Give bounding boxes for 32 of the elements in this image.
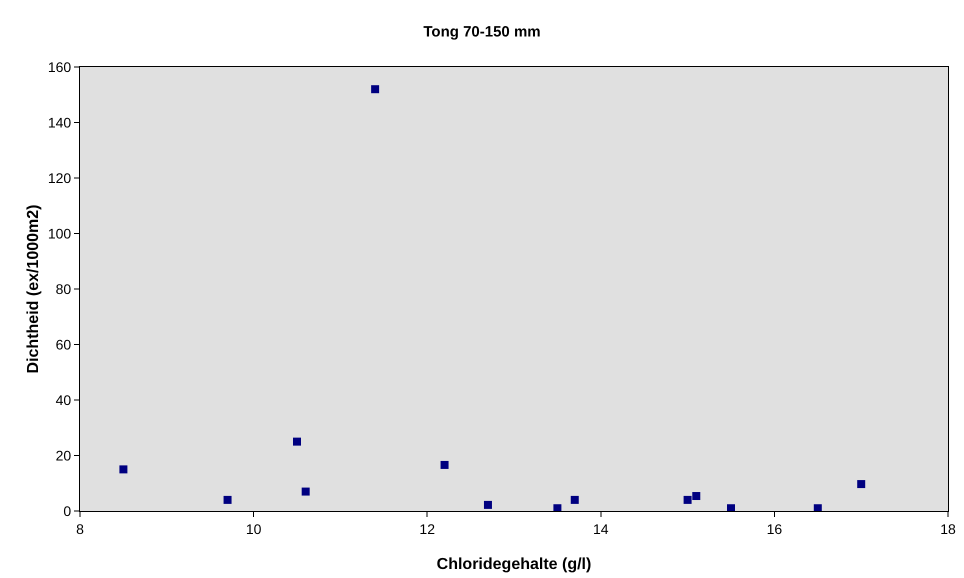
x-tick-label: 12 <box>419 520 436 537</box>
point <box>692 492 700 500</box>
y-tick-label: 40 <box>56 392 72 408</box>
point <box>570 496 579 504</box>
point <box>553 504 562 511</box>
y-tick-label: 80 <box>56 280 72 297</box>
point <box>727 504 735 511</box>
point <box>224 496 232 504</box>
point <box>814 504 822 511</box>
point <box>371 85 380 94</box>
y-tick-label: 100 <box>48 225 72 242</box>
point <box>684 496 692 504</box>
y-tick-label: 60 <box>56 336 72 352</box>
y-tick-label: 160 <box>48 58 72 75</box>
chart-title: Tong 70-150 mm <box>423 24 541 41</box>
x-tick-label: 14 <box>593 520 609 537</box>
point <box>857 480 866 488</box>
x-tick-label: 18 <box>940 520 956 537</box>
point <box>302 488 310 496</box>
point <box>119 465 128 474</box>
point <box>293 438 301 446</box>
y-tick-label: 120 <box>48 170 72 186</box>
x-tick-label: 16 <box>766 520 782 537</box>
point <box>440 460 449 469</box>
x-tick-label: 10 <box>246 520 262 537</box>
x-tick-label: 8 <box>76 520 84 537</box>
y-tick-label: 0 <box>63 502 72 519</box>
point <box>484 500 492 509</box>
y-tick-label: 20 <box>56 447 72 464</box>
x-axis-title: Chloridegehalte (g/l) <box>436 556 592 573</box>
y-axis-title: Dichtheid (ex/1000m2) <box>25 204 42 374</box>
y-tick-label: 140 <box>48 114 72 130</box>
